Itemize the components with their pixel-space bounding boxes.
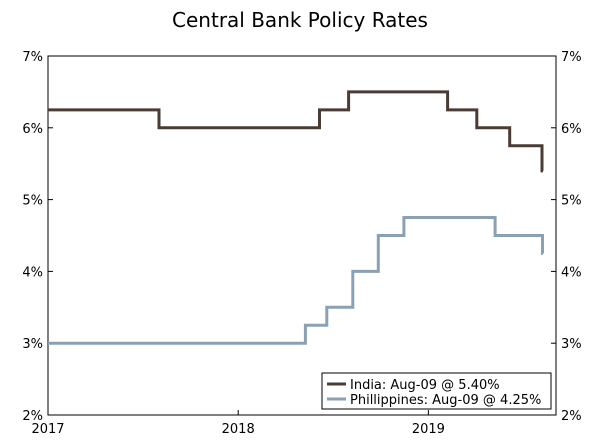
y-tick-label-left: 3%: [22, 337, 43, 352]
x-tick-label: 2017: [31, 422, 64, 437]
series-line-india: [48, 90, 544, 173]
x-tick-label: 2019: [412, 422, 445, 437]
x-tick-label: 2018: [222, 422, 255, 437]
y-tick-label-left: 5%: [22, 194, 43, 209]
y-tick-label-right: 2%: [561, 409, 582, 424]
y-tick-label-left: 2%: [22, 409, 43, 424]
series-line-philippines: [48, 216, 544, 345]
y-tick-label-left: 6%: [22, 122, 43, 137]
y-tick-label-right: 7%: [561, 50, 582, 65]
legend-label: India: Aug-09 @ 5.40%: [350, 378, 500, 393]
y-tick-label-right: 5%: [561, 194, 582, 209]
y-tick-label-left: 7%: [22, 50, 43, 65]
y-tick-label-right: 4%: [561, 265, 582, 280]
legend-box: [321, 372, 552, 410]
y-tick-label-right: 6%: [561, 122, 582, 137]
axis-ticks: 2% 2% 3% 3% 4% 4% 5% 5% 6% 6% 7% 7% 2017 2018 2019: [22, 50, 581, 437]
series-lines: [48, 90, 544, 345]
legend-label: Phillippines: Aug-09 @ 4.25%: [350, 393, 541, 408]
y-tick-label-right: 3%: [561, 337, 582, 352]
chart-title: Central Bank Policy Rates: [172, 8, 428, 32]
plot-frame: [47, 55, 557, 416]
legend: India: Aug-09 @ 5.40%Phillippines: Aug-0…: [321, 372, 552, 410]
y-tick-label-left: 4%: [22, 265, 43, 280]
